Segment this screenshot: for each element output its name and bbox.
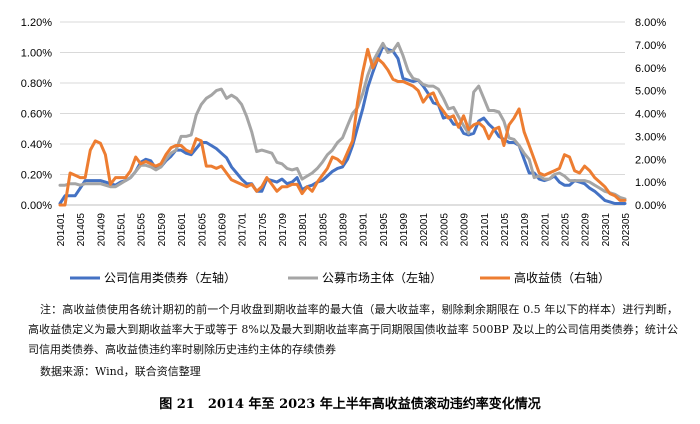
x-tick-label: 201809 bbox=[339, 213, 350, 247]
series-line bbox=[58, 47, 627, 207]
line-chart: 0.00% 0.20% 0.40% 0.60% 0.80% 1.00% 1.20% 0.00… bbox=[21, 17, 667, 285]
x-tick-label: 201501 bbox=[117, 213, 128, 247]
figure-caption: 图 21 2014 年至 2023 年上半年高收益债滚动违约率变化情况 bbox=[159, 397, 541, 412]
x-tick-label: 202105 bbox=[500, 213, 511, 247]
x-tick-label: 201405 bbox=[76, 213, 87, 247]
chart-note: 注：高收益债使用各统计期初的前一个月收盘到期收益率的最大值（最大收益率，剔除剩余… bbox=[28, 303, 678, 356]
x-tick-label: 201609 bbox=[217, 213, 228, 247]
series-lines bbox=[58, 41, 627, 207]
x-tick-label: 201701 bbox=[238, 213, 249, 247]
right-tick-label: 4.00% bbox=[635, 109, 666, 121]
right-tick-label: 1.00% bbox=[635, 177, 666, 189]
left-tick-label: 1.20% bbox=[21, 17, 52, 29]
data-source: 数据来源：Wind，联合资信整理 bbox=[40, 365, 201, 378]
x-tick-label: 201401 bbox=[56, 213, 67, 247]
right-axis: 0.00% 1.00% 2.00% 3.00% 4.00% 5.00% 6.00% 7.00%… bbox=[635, 17, 666, 212]
x-axis: 201401 201405 201409 201501 201505 201509 2016… bbox=[56, 213, 632, 247]
left-tick-label: 0.40% bbox=[21, 139, 52, 151]
left-tick-label: 0.60% bbox=[21, 109, 52, 121]
x-tick-label: 201705 bbox=[258, 213, 269, 247]
left-tick-label: 1.00% bbox=[21, 48, 52, 60]
right-tick-label: 0.00% bbox=[635, 200, 666, 212]
x-tick-label: 202209 bbox=[581, 213, 592, 247]
x-tick-label: 202001 bbox=[419, 213, 430, 247]
x-tick-label: 202109 bbox=[520, 213, 531, 247]
x-tick-label: 202101 bbox=[480, 213, 491, 247]
series-line bbox=[58, 44, 627, 205]
x-tick-label: 201509 bbox=[157, 213, 168, 247]
x-tick-label: 201409 bbox=[96, 213, 107, 247]
x-tick-label: 202005 bbox=[439, 213, 450, 247]
right-tick-label: 6.00% bbox=[635, 63, 666, 75]
x-tick-label: 201505 bbox=[137, 213, 148, 247]
legend-label: 高收益债（右轴） bbox=[514, 270, 610, 285]
x-tick-label: 201901 bbox=[359, 213, 370, 247]
right-tick-label: 8.00% bbox=[635, 17, 666, 29]
legend-label: 公募市场主体（左轴） bbox=[322, 270, 442, 285]
right-tick-label: 3.00% bbox=[635, 131, 666, 143]
left-axis: 0.00% 0.20% 0.40% 0.60% 0.80% 1.00% 1.20% bbox=[21, 17, 52, 212]
x-tick-label: 201805 bbox=[318, 213, 329, 247]
x-tick-label: 202009 bbox=[460, 213, 471, 247]
x-tick-label: 201909 bbox=[399, 213, 410, 247]
right-tick-label: 2.00% bbox=[635, 154, 666, 166]
legend-label: 公司信用类债券（左轴） bbox=[104, 270, 236, 285]
right-tick-label: 5.00% bbox=[635, 86, 666, 98]
x-tick-label: 201801 bbox=[298, 213, 309, 247]
x-tick-label: 202305 bbox=[621, 213, 632, 247]
x-tick-label: 201709 bbox=[278, 213, 289, 247]
x-tick-label: 201605 bbox=[197, 213, 208, 247]
left-tick-label: 0.80% bbox=[21, 78, 52, 90]
x-tick-label: 202201 bbox=[540, 213, 551, 247]
left-tick-label: 0.00% bbox=[21, 200, 52, 212]
grid-lines bbox=[60, 21, 625, 206]
x-tick-label: 201905 bbox=[379, 213, 390, 247]
x-tick-label: 202301 bbox=[601, 213, 612, 247]
x-tick-label: 201601 bbox=[177, 213, 188, 247]
series-line bbox=[58, 41, 627, 201]
legend: 公司信用类债券（左轴） 公募市场主体（左轴） 高收益债（右轴） bbox=[70, 270, 610, 285]
x-tick-label: 202205 bbox=[560, 213, 571, 247]
left-tick-label: 0.20% bbox=[21, 170, 52, 182]
right-tick-label: 7.00% bbox=[635, 40, 666, 52]
